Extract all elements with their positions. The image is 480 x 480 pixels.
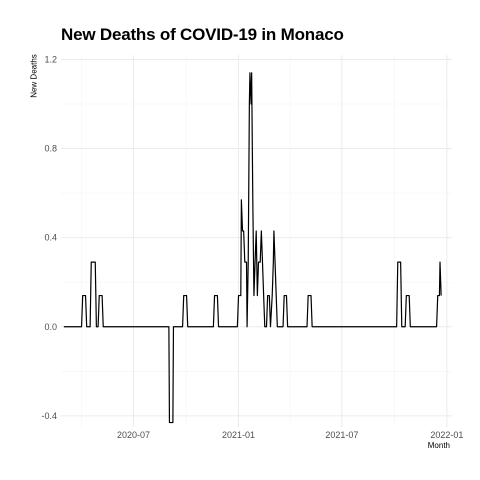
x-tick-label: 2022-01 [430, 430, 463, 440]
x-tick-label: 2020-07 [117, 430, 150, 440]
series-line [63, 72, 442, 424]
series-group [63, 72, 442, 424]
chart-title: New Deaths of COVID-19 in Monaco [61, 25, 344, 44]
y-tick-label: 0.4 [44, 233, 57, 243]
y-axis-ticks: -0.4 0.0 0.4 0.8 1.2 [41, 54, 57, 420]
x-tick-label: 2021-01 [222, 430, 255, 440]
minor-gridlines [61, 55, 452, 427]
y-tick-label: 0.0 [44, 322, 57, 332]
y-tick-label: 0.8 [44, 144, 57, 154]
x-axis-label: Month [427, 441, 450, 450]
y-tick-label: 1.2 [44, 54, 57, 64]
x-tick-label: 2021-07 [325, 430, 358, 440]
x-axis-ticks: 2020-07 2021-01 2021-07 2022-01 [117, 430, 463, 440]
y-tick-label: -0.4 [41, 411, 57, 421]
